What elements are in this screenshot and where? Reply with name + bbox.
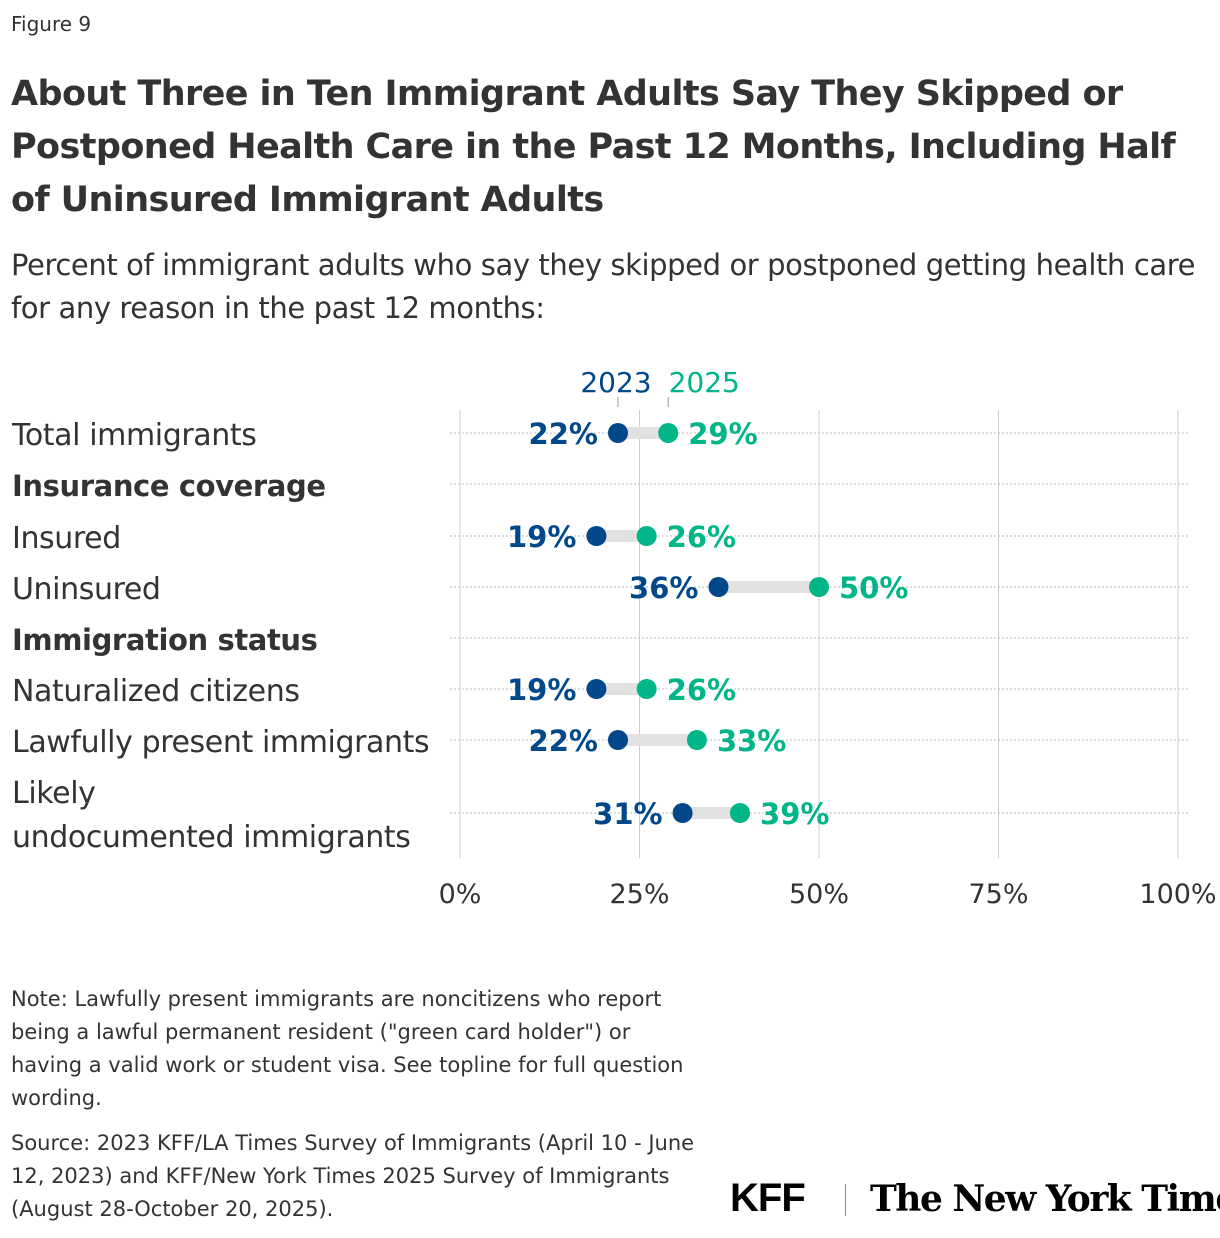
value-label-2023: 19%	[507, 673, 576, 707]
legend-2023: 2023	[580, 366, 651, 399]
row-label: Naturalized citizens	[12, 674, 300, 709]
value-label-2025: 26%	[667, 673, 736, 707]
dot-2023	[672, 803, 693, 823]
dot-2025	[730, 803, 751, 823]
value-label-2025: 26%	[667, 520, 736, 554]
row-label: Uninsured	[12, 572, 161, 607]
value-label-2023: 31%	[593, 797, 662, 831]
legend-2025: 2025	[669, 366, 740, 399]
row-label: undocumented immigrants	[12, 820, 411, 855]
kff-logo: KFF	[730, 1176, 806, 1220]
value-label-2025: 33%	[717, 724, 786, 758]
chart-source: Source: 2023 KFF/LA Times Survey of Immi…	[11, 1131, 695, 1221]
dot-2025	[636, 679, 657, 699]
value-label-2023: 22%	[529, 724, 598, 758]
chart-title: About Three in Ten Immigrant Adults Say …	[11, 74, 1176, 220]
dumbbell-chart: 0% 25% 50% 75% 100% 2023 2025 Total immigrants 2…	[11, 366, 1217, 910]
value-label-2023: 19%	[507, 520, 576, 554]
x-tick-label: 100%	[1139, 879, 1216, 910]
figure-label: Figure 9	[11, 12, 92, 36]
row-label: Lawfully present immigrants	[12, 725, 429, 760]
x-tick-label: 25%	[609, 879, 669, 910]
value-label-2023: 36%	[629, 571, 698, 605]
row-label: Insured	[12, 521, 121, 556]
dot-2025	[636, 526, 657, 546]
value-label-2023: 22%	[529, 417, 598, 451]
nyt-logo: The New York Times	[870, 1178, 1220, 1220]
dot-2023	[708, 577, 729, 597]
row-label: Total immigrants	[11, 418, 256, 453]
dot-2025	[809, 577, 829, 597]
group-header: Insurance coverage	[12, 469, 326, 503]
dot-2023	[607, 730, 628, 750]
chart-subtitle: Percent of immigrant adults who say they…	[11, 248, 1196, 325]
value-label-2025: 29%	[688, 417, 757, 451]
chart-note: Note: Lawfully present immigrants are no…	[11, 987, 684, 1110]
value-label-2025: 50%	[839, 571, 908, 605]
dot-2023	[586, 679, 607, 699]
dot-2025	[658, 423, 679, 443]
x-tick-label: 0%	[439, 879, 482, 910]
logo-divider	[845, 1184, 846, 1216]
dot-2023	[607, 423, 628, 443]
x-tick-label: 75%	[968, 879, 1028, 910]
row-label: Likely	[12, 776, 96, 811]
dot-2025	[686, 730, 707, 750]
value-label-2025: 39%	[760, 797, 829, 831]
x-tick-label: 50%	[789, 879, 849, 910]
group-header: Immigration status	[12, 623, 318, 657]
dot-2023	[586, 526, 607, 546]
